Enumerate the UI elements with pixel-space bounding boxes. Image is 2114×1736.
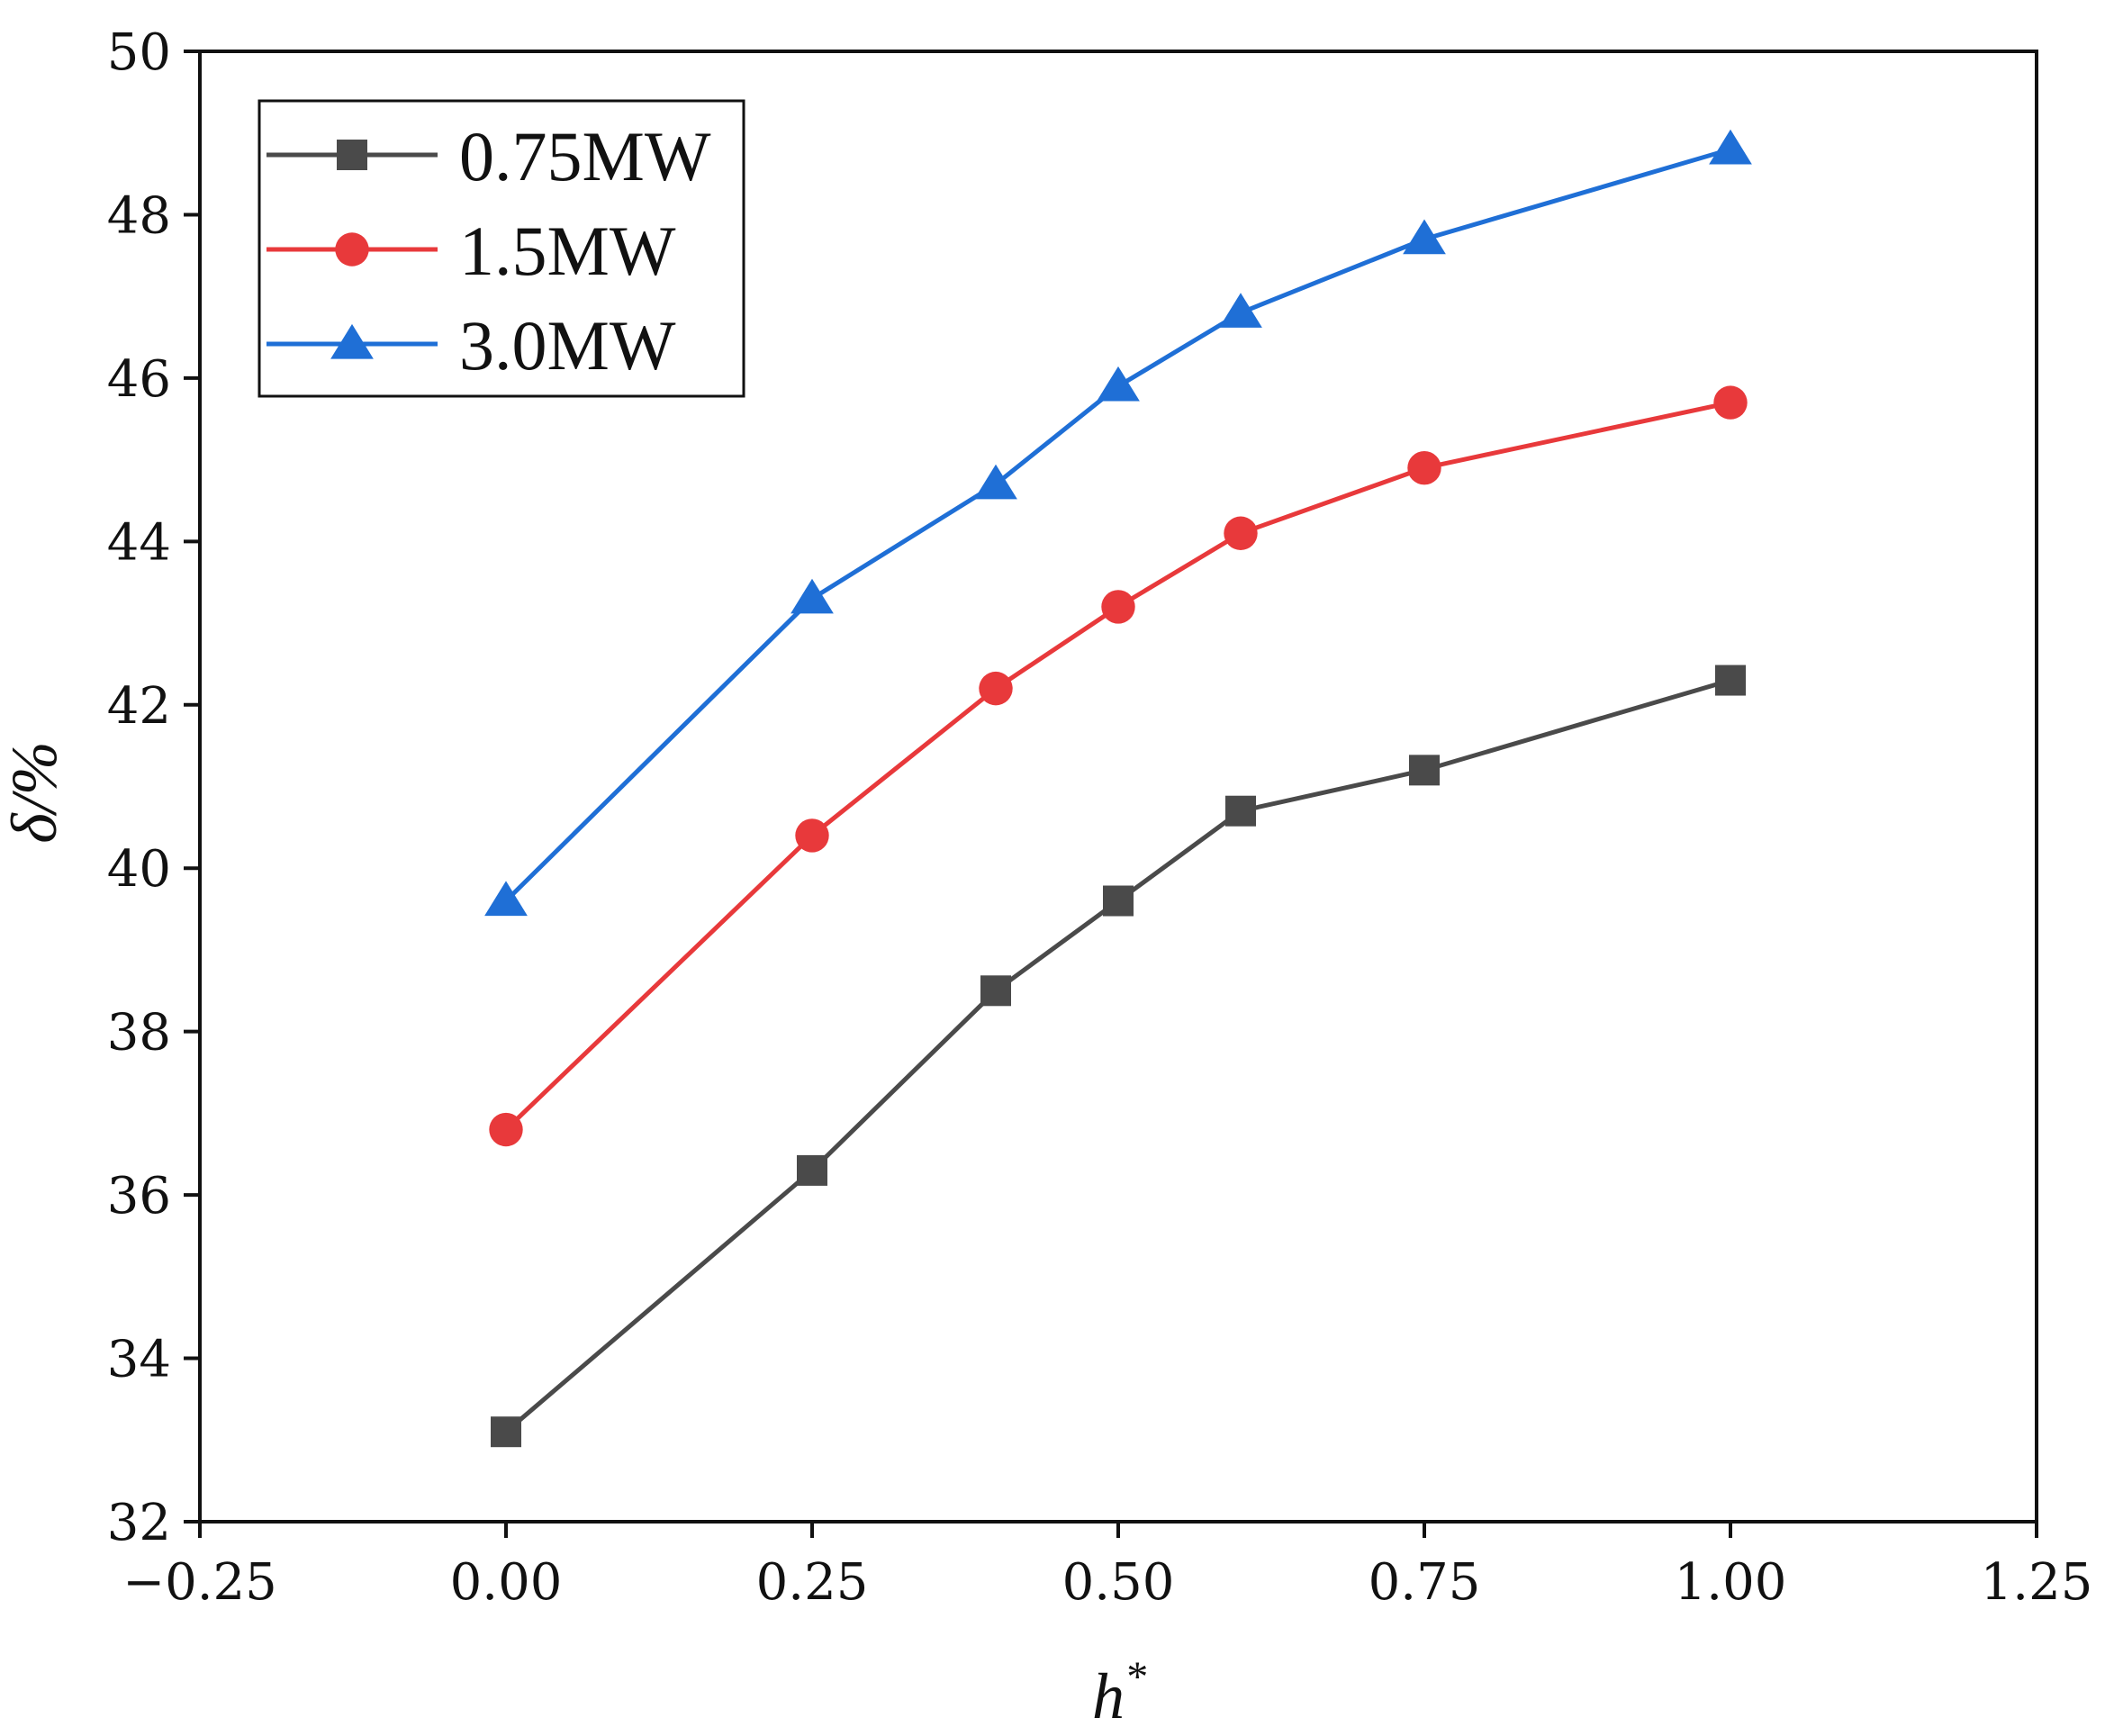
series-layer	[484, 129, 1752, 1448]
data-point-triangle	[974, 464, 1017, 500]
data-point-circle	[1101, 590, 1135, 624]
legend-entry: 0.75MW	[267, 117, 711, 195]
legend-entry: 3.0MW	[267, 306, 676, 384]
data-point-triangle	[1219, 293, 1262, 328]
x-tick-label: 0.25	[756, 1553, 869, 1612]
y-tick-label: 34	[107, 1331, 171, 1389]
y-tick-label: 38	[107, 1004, 171, 1062]
legend-marker-circle	[335, 232, 369, 267]
y-tick-label: 36	[107, 1167, 171, 1225]
data-point-circle	[489, 1112, 523, 1147]
data-point-triangle	[1097, 366, 1140, 402]
x-tick-label: 1.00	[1675, 1553, 1787, 1612]
legend-label: 3.0MW	[459, 306, 676, 384]
y-tick-label: 50	[107, 23, 171, 82]
x-axis-title-superscript: *	[1125, 1653, 1146, 1701]
data-point-triangle	[1403, 219, 1446, 255]
y-tick-label: 46	[107, 350, 171, 409]
y-tick-label: 40	[107, 840, 171, 899]
x-axis-title: h*	[1092, 1653, 1146, 1732]
x-tick-label: 0.75	[1369, 1553, 1481, 1612]
series-0.75MW	[491, 665, 1746, 1448]
legend-marker-square	[337, 140, 367, 170]
data-point-circle	[795, 818, 829, 853]
x-axis-title-main: h	[1092, 1660, 1125, 1732]
data-point-square	[1715, 665, 1746, 696]
x-tick-label: 0.50	[1062, 1553, 1175, 1612]
y-tick-label: 42	[107, 677, 171, 736]
legend: 0.75MW 1.5MW 3.0MW	[257, 99, 745, 398]
legend-entry: 1.5MW	[267, 212, 676, 290]
x-tick-label: 0.00	[450, 1553, 563, 1612]
data-point-circle	[979, 671, 1013, 706]
data-point-circle	[1224, 516, 1258, 550]
data-point-circle	[1407, 450, 1441, 485]
legend-label: 1.5MW	[459, 212, 676, 290]
data-point-square	[1225, 795, 1256, 827]
series-3.0MW	[484, 129, 1752, 917]
data-point-square	[1103, 885, 1134, 917]
y-tick-label: 44	[107, 513, 171, 572]
data-point-triangle	[484, 881, 528, 917]
y-tick-label: 32	[107, 1494, 171, 1552]
y-axis-title: δ/%	[0, 741, 70, 843]
data-point-triangle	[1709, 129, 1752, 165]
x-tick-label: −0.25	[122, 1553, 277, 1612]
series-1.5MW	[489, 385, 1748, 1147]
data-point-square	[980, 975, 1011, 1007]
axis-ticks: −0.25 0.00 0.25 0.50 0.75 1.00 1.25 32 34 36 38 40 4…	[107, 23, 2093, 1612]
data-point-square	[797, 1154, 827, 1186]
legend-label: 0.75MW	[459, 117, 711, 195]
data-point-triangle	[790, 578, 834, 614]
data-point-circle	[1713, 385, 1748, 420]
legend-marker-triangle	[330, 323, 374, 359]
y-tick-label: 48	[107, 186, 171, 245]
data-point-square	[1409, 755, 1440, 786]
x-tick-label: 1.25	[1981, 1553, 2093, 1612]
data-point-square	[491, 1416, 521, 1448]
